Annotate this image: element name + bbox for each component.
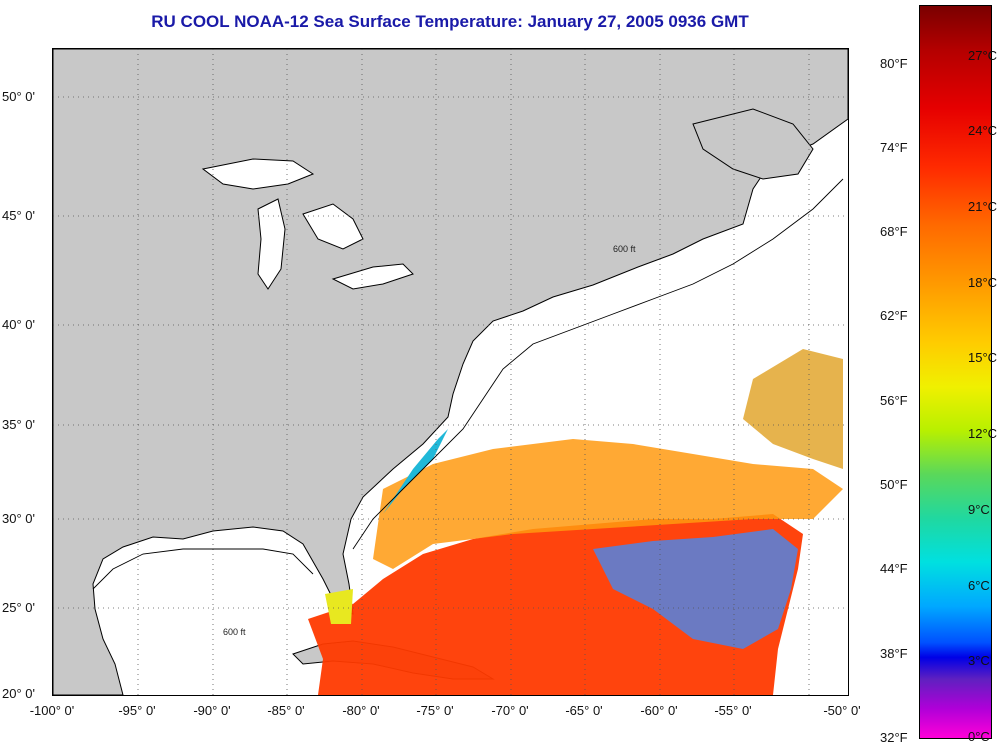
map-canvas bbox=[53, 49, 848, 695]
lon-label-100: -100° 0' bbox=[29, 703, 75, 718]
colorbar-c-9: 9°C bbox=[968, 502, 990, 517]
colorbar-f-44: 44°F bbox=[880, 561, 908, 576]
colorbar-c-21: 21°C bbox=[968, 199, 998, 214]
colorbar-f-74: 74°F bbox=[880, 140, 908, 155]
lon-label-50: -50° 0' bbox=[823, 703, 861, 718]
colorbar-f-80: 80°F bbox=[880, 56, 908, 71]
sst-east-green bbox=[743, 349, 843, 469]
sst-florida-strait bbox=[325, 589, 353, 624]
newfoundland-land bbox=[692, 108, 814, 180]
colorbar-f-32: 32°F bbox=[880, 730, 908, 745]
map-title: RU COOL NOAA-12 Sea Surface Temperature:… bbox=[151, 12, 749, 31]
lon-label-80: -80° 0' bbox=[342, 703, 380, 718]
lat-label-50: 50° 0' bbox=[2, 89, 35, 104]
lon-label-85: -85° 0' bbox=[267, 703, 305, 718]
colorbar-f-56: 56°F bbox=[880, 393, 908, 408]
lon-label-55: -55° 0' bbox=[714, 703, 752, 718]
colorbar-c-6: 6°C bbox=[968, 578, 990, 593]
colorbar-c-27: 27°C bbox=[968, 48, 998, 63]
north-america-land bbox=[53, 49, 848, 695]
lon-label-65: -65° 0' bbox=[565, 703, 603, 718]
lat-label-35: 35° 0' bbox=[2, 417, 35, 432]
lon-label-70: -70° 0' bbox=[491, 703, 529, 718]
colorbar-c-24: 24°C bbox=[968, 123, 998, 138]
temperature-colorbar bbox=[919, 5, 992, 739]
lon-label-60: -60° 0' bbox=[640, 703, 678, 718]
colorbar-f-50: 50°F bbox=[880, 477, 908, 492]
isobath-label-gulf: 600 ft bbox=[223, 627, 246, 637]
great-lakes bbox=[201, 158, 414, 290]
sst-cool-eddies bbox=[593, 529, 798, 649]
colorbar-f-68: 68°F bbox=[880, 224, 908, 239]
sst-map[interactable]: 600 ft 600 ft bbox=[52, 48, 849, 696]
lat-label-45: 45° 0' bbox=[2, 208, 35, 223]
lat-label-40: 40° 0' bbox=[2, 317, 35, 332]
lon-label-90: -90° 0' bbox=[193, 703, 231, 718]
colorbar-f-38: 38°F bbox=[880, 646, 908, 661]
colorbar-c-0: 0°C bbox=[968, 729, 990, 744]
colorbar-c-15: 15°C bbox=[968, 350, 998, 365]
isobath-600ft bbox=[92, 178, 844, 590]
colorbar-f-62: 62°F bbox=[880, 308, 908, 323]
sst-orange-band bbox=[373, 439, 843, 569]
lat-label-20: 20° 0' bbox=[2, 686, 35, 701]
lon-label-75: -75° 0' bbox=[416, 703, 454, 718]
lat-label-25: 25° 0' bbox=[2, 600, 35, 615]
isobath-label-east: 600 ft bbox=[613, 244, 636, 254]
lon-label-95: -95° 0' bbox=[118, 703, 156, 718]
colorbar-c-18: 18°C bbox=[968, 275, 998, 290]
colorbar-c-12: 12°C bbox=[968, 426, 998, 441]
colorbar-c-3: 3°C bbox=[968, 653, 990, 668]
lat-label-30: 30° 0' bbox=[2, 511, 35, 526]
